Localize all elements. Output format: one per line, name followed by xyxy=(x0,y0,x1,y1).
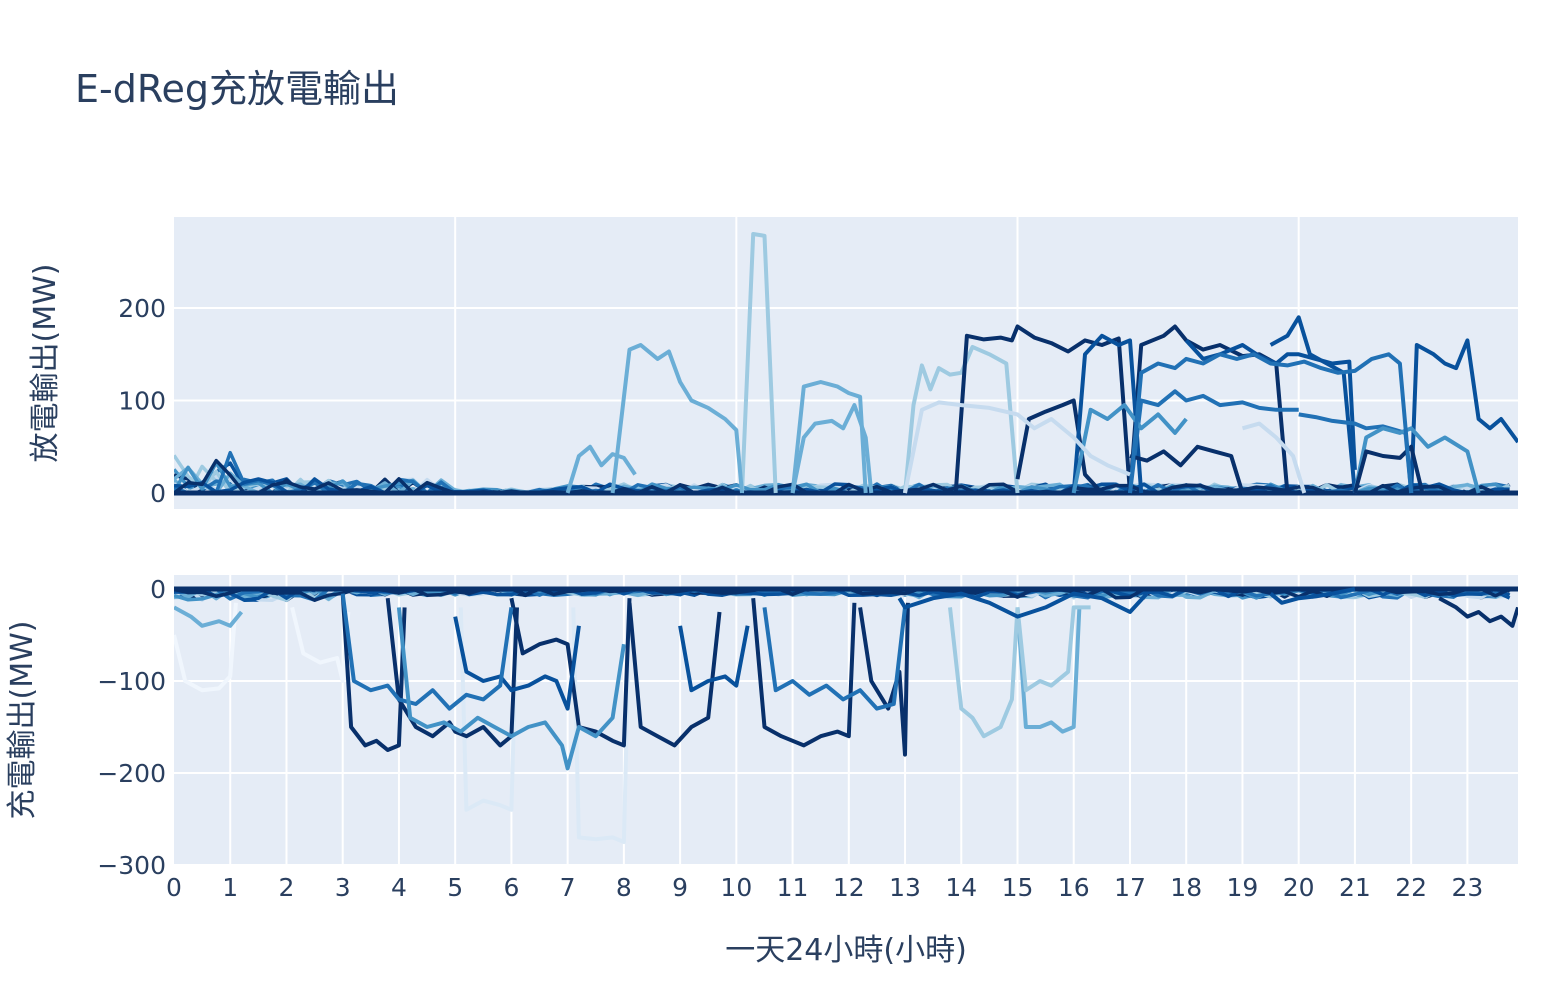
y-tick-label: 200 xyxy=(118,294,166,323)
series-line xyxy=(903,400,1131,494)
series-line xyxy=(1241,421,1307,494)
x-tick-label: 7 xyxy=(560,873,576,902)
series-line xyxy=(1071,403,1188,494)
x-axis-title: 一天24小時(小時) xyxy=(725,933,967,968)
discharge-series xyxy=(174,232,1518,496)
charge-series xyxy=(174,586,1518,844)
x-tick-label: 9 xyxy=(672,873,688,902)
x-tick-label: 18 xyxy=(1170,873,1202,902)
x-tick-label: 23 xyxy=(1451,873,1483,902)
series-line xyxy=(627,602,722,748)
y-tick-label: −200 xyxy=(97,759,166,788)
x-tick-label: 0 xyxy=(166,873,182,902)
y-tick-label: −100 xyxy=(97,667,166,696)
series-line xyxy=(509,597,632,748)
charge-y-axis-title: 充電輸出(MW) xyxy=(5,621,40,820)
series-line xyxy=(953,324,1132,494)
charge-y-ticks: 0 −100 −200 −300 xyxy=(97,575,166,880)
x-tick-label: 16 xyxy=(1058,873,1090,902)
y-tick-label: 100 xyxy=(118,387,166,416)
series-line xyxy=(1352,444,1425,494)
series-line xyxy=(340,593,407,752)
x-tick-label: 3 xyxy=(335,873,351,902)
x-tick-label: 6 xyxy=(503,873,519,902)
series-line xyxy=(396,607,626,771)
series-line xyxy=(340,593,514,711)
series-line xyxy=(1352,426,1481,494)
x-tick-label: 22 xyxy=(1395,873,1427,902)
series-line xyxy=(1015,605,1091,693)
series-line xyxy=(290,606,351,683)
series-line xyxy=(790,380,868,494)
charge-plot-area xyxy=(174,575,1518,866)
x-tick-label: 5 xyxy=(447,873,463,902)
y-tick-label: 0 xyxy=(150,575,166,604)
x-tick-label: 8 xyxy=(616,873,632,902)
y-tick-label: 0 xyxy=(150,479,166,508)
series-line xyxy=(740,232,778,494)
discharge-y-ticks: 200 100 0 xyxy=(118,294,166,508)
discharge-plot-area xyxy=(174,217,1518,509)
x-tick-label: 21 xyxy=(1339,873,1371,902)
y-tick-label: −300 xyxy=(97,851,166,880)
series-line xyxy=(571,607,632,844)
x-tick-label: 1 xyxy=(222,873,238,902)
x-tick-label: 11 xyxy=(777,873,809,902)
chart-title: E-dReg充放電輸出 xyxy=(75,67,400,111)
x-tick-label: 13 xyxy=(889,873,921,902)
series-line xyxy=(1071,333,1144,494)
series-line xyxy=(565,444,637,494)
series-line xyxy=(948,607,1020,739)
x-tick-label: 20 xyxy=(1283,873,1315,902)
x-tick-label: 12 xyxy=(833,873,865,902)
series-line xyxy=(1438,596,1518,628)
series-line xyxy=(1128,352,1414,494)
series-line xyxy=(174,605,244,628)
series-line xyxy=(1015,607,1082,734)
x-tick-label: 19 xyxy=(1227,873,1259,902)
x-tick-label: 14 xyxy=(945,873,977,902)
x-tick-label: 10 xyxy=(720,873,752,902)
series-line xyxy=(790,403,874,494)
charge-panel: 0 −100 −200 −300 xyxy=(97,575,1518,880)
x-tick-label: 17 xyxy=(1114,873,1146,902)
series-line xyxy=(453,616,581,711)
x-tick-label: 2 xyxy=(279,873,295,902)
series-line xyxy=(897,591,1149,619)
series-line xyxy=(1128,389,1299,494)
charge-gridlines xyxy=(174,575,1518,866)
series-line xyxy=(458,607,519,812)
series-line xyxy=(1269,587,1356,605)
series-line xyxy=(678,625,750,693)
series-line xyxy=(1015,398,1104,495)
discharge-y-axis-title: 放電輸出(MW) xyxy=(28,264,63,463)
x-axis-ticks: 0 1 2 3 4 5 6 7 8 9 10 11 12 13 14 15 16 17 18 19 20 21 22 23 xyxy=(166,873,1483,902)
series-line xyxy=(174,602,238,693)
series-line xyxy=(610,343,744,494)
series-line xyxy=(903,344,1020,494)
x-tick-label: 4 xyxy=(391,873,407,902)
series-line xyxy=(762,607,907,711)
x-tick-label: 15 xyxy=(1002,873,1034,902)
discharge-panel: 200 100 0 xyxy=(118,217,1518,509)
series-line xyxy=(751,598,857,748)
series-line xyxy=(1129,444,1245,494)
series-line xyxy=(1409,338,1518,494)
